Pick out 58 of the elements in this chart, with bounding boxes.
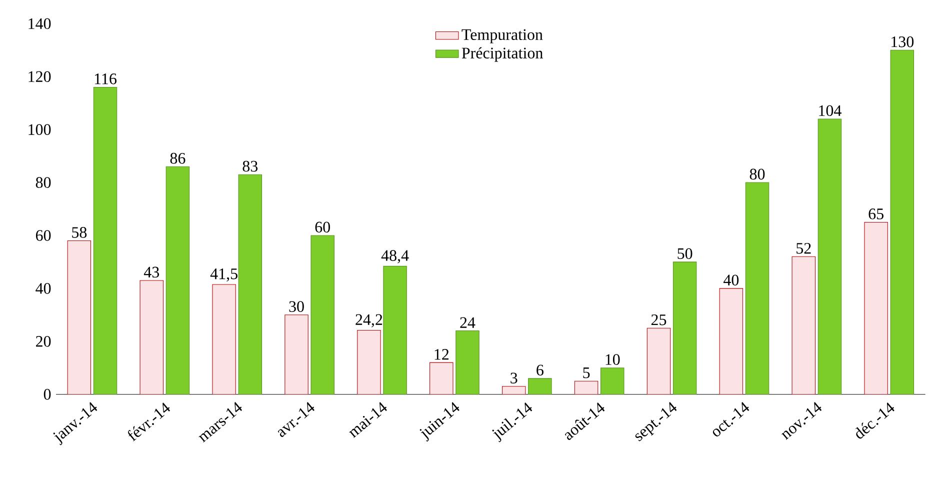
legend-label: Tempuration	[462, 29, 543, 44]
data-label: 50	[678, 248, 692, 260]
data-label: 43	[144, 266, 160, 278]
bar	[67, 240, 92, 394]
legend-label: Précipitation	[462, 47, 543, 62]
data-label: 80	[750, 168, 765, 180]
bar	[383, 266, 407, 394]
y-tick-label: 120	[28, 71, 51, 82]
y-tick-label: 40	[36, 283, 51, 294]
bar	[238, 174, 262, 394]
bar	[818, 118, 842, 394]
y-tick-label: 60	[36, 230, 51, 241]
data-label: 24,2	[356, 314, 382, 328]
data-label: 48,4	[381, 250, 409, 264]
bar	[646, 328, 671, 394]
data-label: 60	[315, 222, 330, 233]
data-label: 65	[868, 208, 884, 220]
data-label: 104	[819, 105, 842, 116]
bar	[166, 166, 190, 394]
bar	[890, 50, 914, 394]
data-label: 5	[583, 368, 590, 378]
data-label: 116	[94, 74, 116, 84]
data-label: 86	[170, 152, 186, 164]
bar	[719, 288, 744, 394]
bar	[357, 330, 381, 394]
bar	[310, 235, 334, 394]
bar	[672, 262, 697, 394]
bar	[864, 222, 888, 394]
bar	[430, 362, 454, 394]
data-label: 10	[606, 354, 620, 365]
bar	[93, 86, 118, 394]
data-label: 12	[434, 349, 449, 360]
bar	[528, 378, 552, 394]
y-tick-label: 20	[36, 336, 51, 347]
data-label: 40	[724, 274, 739, 286]
bar	[745, 182, 770, 394]
bar	[212, 284, 236, 394]
bar	[456, 330, 480, 394]
data-label: 25	[651, 314, 666, 326]
data-label: 30	[289, 301, 304, 312]
data-label: 24	[460, 317, 476, 328]
bar	[600, 368, 624, 394]
data-label: 6	[536, 364, 544, 376]
y-tick-label: 100	[28, 124, 51, 135]
bar	[502, 386, 526, 394]
y-tick-label: 80	[36, 177, 51, 188]
y-tick-label: 140	[28, 18, 51, 30]
data-label: 83	[242, 160, 258, 172]
bar	[140, 280, 164, 394]
data-label: 52	[796, 242, 811, 254]
y-tick-label: 0	[44, 388, 51, 400]
data-label: 3	[510, 372, 518, 384]
bar	[284, 314, 308, 394]
data-label: 41,5	[210, 268, 238, 282]
bar	[574, 381, 598, 394]
data-label: 58	[72, 227, 87, 238]
bar	[792, 256, 816, 394]
data-label: 130	[892, 36, 914, 48]
